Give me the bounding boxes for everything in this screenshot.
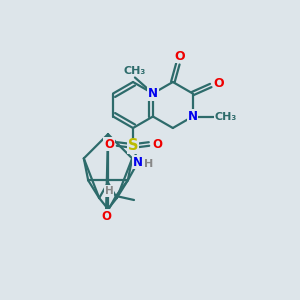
Text: S: S — [128, 139, 138, 154]
Text: O: O — [175, 50, 185, 62]
Text: CH₃: CH₃ — [214, 112, 237, 122]
Text: O: O — [152, 137, 162, 151]
Text: O: O — [104, 137, 114, 151]
Text: N: N — [133, 155, 143, 169]
Text: O: O — [101, 209, 111, 223]
Text: H: H — [105, 186, 113, 196]
Text: N: N — [188, 110, 198, 123]
Text: N: N — [148, 87, 158, 100]
Text: CH₃: CH₃ — [124, 65, 146, 76]
Text: H: H — [144, 159, 154, 169]
Text: O: O — [213, 77, 224, 90]
